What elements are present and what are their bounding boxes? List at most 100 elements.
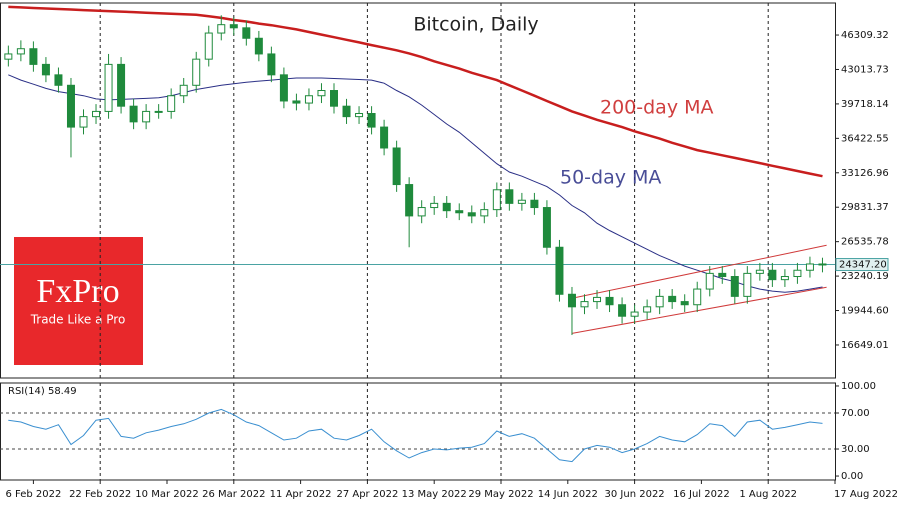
y-tick-label: 23240.19 [841,271,889,282]
last-price-box [835,258,889,272]
candle-body [555,246,564,295]
candle-body [292,100,301,104]
candle-body [818,263,827,266]
x-tick-label: 1 Aug 2022 [739,489,797,500]
candle-body [380,126,389,149]
rsi-title: RSI(14) 58.49 [8,386,77,397]
candle-body [618,304,627,317]
logo-brand: FxPro [36,273,119,310]
candle-body [680,301,689,306]
candle-body [254,37,263,55]
candle-body [593,296,602,303]
candle-body [417,207,426,217]
candle-body [242,27,251,39]
y-tick-label: 0.00 [841,471,863,482]
candle-body [567,293,576,308]
candle-body [405,184,414,217]
price-panel [0,2,836,379]
candle-body [643,306,652,313]
legend-label: 50-day MA [560,167,661,189]
candle-body [129,105,138,123]
candle-body [104,63,113,112]
candle-body [755,269,764,274]
candle-body [630,311,639,317]
candle-body [693,288,702,306]
x-tick-label: 14 Jun 2022 [538,489,598,500]
y-tick-label: 19944.60 [841,306,889,317]
y-tick-label: 30.00 [841,444,870,455]
candle-body [492,189,501,211]
candle-body [29,48,38,65]
candle-body [780,276,789,281]
channel-line [571,244,827,299]
legend-label: 200-day MA [600,97,714,119]
x-tick-label: 10 Mar 2022 [135,489,198,500]
y-tick-label: 46309.32 [841,30,889,41]
y-tick-label: 36422.55 [841,133,889,144]
x-tick-label: 17 Aug 2022 [834,489,898,500]
candle-body [655,295,664,308]
candle-body [668,295,677,303]
x-tick-label: 6 Feb 2022 [5,489,61,500]
candle-body [705,272,714,290]
candle-body [442,202,451,212]
candle-body [355,113,364,118]
candle-body [342,105,351,118]
y-tick-label: 70.00 [841,408,870,419]
y-tick-label: 100.00 [841,381,876,392]
x-tick-label: 29 May 2022 [468,489,533,500]
x-tick-label: 16 Jul 2022 [673,489,730,500]
candle-body [229,24,238,29]
candle-body [605,296,614,306]
y-tick-label: 33126.96 [841,168,889,179]
candle-body [467,212,476,217]
candle-body [79,116,88,128]
y-tick-label: 39718.14 [841,99,889,110]
rsi-panel [0,382,836,481]
candle-body [505,189,514,204]
candle-body [192,58,201,86]
candle-body [66,84,75,128]
x-tick-label: 27 Apr 2022 [336,489,398,500]
candle-body [367,113,376,128]
candle-body [217,24,226,34]
candle-body [117,63,126,107]
y-tick-label: 16649.01 [841,340,889,351]
candle-body [768,269,777,281]
candle-body [330,90,338,107]
candle-body [730,276,739,297]
candle-body [304,95,313,104]
last-price-label: 24347.20 [839,260,887,271]
candle-body [480,209,489,217]
candle-body [92,110,101,118]
x-tick-label: 13 May 2022 [402,489,467,500]
candle-body [279,74,288,102]
candle-body [793,269,802,278]
moving-average [8,5,823,178]
logo-tagline: Trade Like a Pro [30,313,126,327]
candle-body [580,301,589,308]
candle-body [455,210,464,214]
candle-body [16,48,25,55]
candle-body [179,84,188,97]
candle-body [805,263,814,271]
x-tick-label: 11 Apr 2022 [270,489,332,500]
candle-body [4,53,13,60]
candle-body [743,272,752,297]
logo-box [14,237,143,365]
y-tick-label: 29831.37 [841,202,889,213]
candle-body [317,90,326,97]
y-tick-label: 26535.78 [841,237,889,248]
candle-body [267,53,276,76]
channel-line [571,286,827,334]
rsi-line [8,408,823,463]
candle-body [54,74,63,86]
candle-body [142,110,151,123]
candle-body [204,32,213,60]
candle-body [517,199,526,204]
candle-body [41,63,50,76]
candle-body [542,207,551,248]
candle-body [430,202,439,209]
moving-average [8,74,823,293]
